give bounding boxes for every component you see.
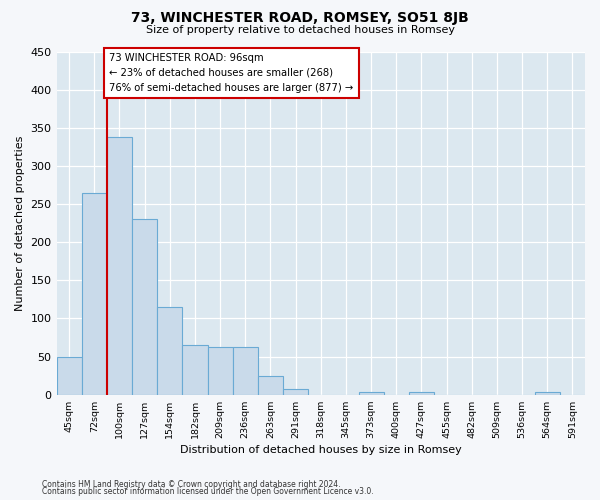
- Bar: [359, 392, 383, 394]
- Bar: [233, 348, 258, 395]
- X-axis label: Distribution of detached houses by size in Romsey: Distribution of detached houses by size …: [180, 445, 461, 455]
- Bar: [409, 392, 434, 394]
- Bar: [107, 137, 132, 394]
- Bar: [208, 348, 233, 395]
- Text: 73 WINCHESTER ROAD: 96sqm
← 23% of detached houses are smaller (268)
76% of semi: 73 WINCHESTER ROAD: 96sqm ← 23% of detac…: [109, 53, 353, 92]
- Bar: [132, 220, 157, 394]
- Bar: [283, 390, 308, 394]
- Text: Contains HM Land Registry data © Crown copyright and database right 2024.: Contains HM Land Registry data © Crown c…: [42, 480, 341, 489]
- Bar: [258, 376, 283, 394]
- Bar: [82, 192, 107, 394]
- Bar: [56, 356, 82, 395]
- Bar: [157, 307, 182, 394]
- Text: Size of property relative to detached houses in Romsey: Size of property relative to detached ho…: [146, 25, 455, 35]
- Y-axis label: Number of detached properties: Number of detached properties: [15, 136, 25, 311]
- Bar: [182, 345, 208, 395]
- Text: Contains public sector information licensed under the Open Government Licence v3: Contains public sector information licen…: [42, 488, 374, 496]
- Text: 73, WINCHESTER ROAD, ROMSEY, SO51 8JB: 73, WINCHESTER ROAD, ROMSEY, SO51 8JB: [131, 11, 469, 25]
- Bar: [535, 392, 560, 394]
